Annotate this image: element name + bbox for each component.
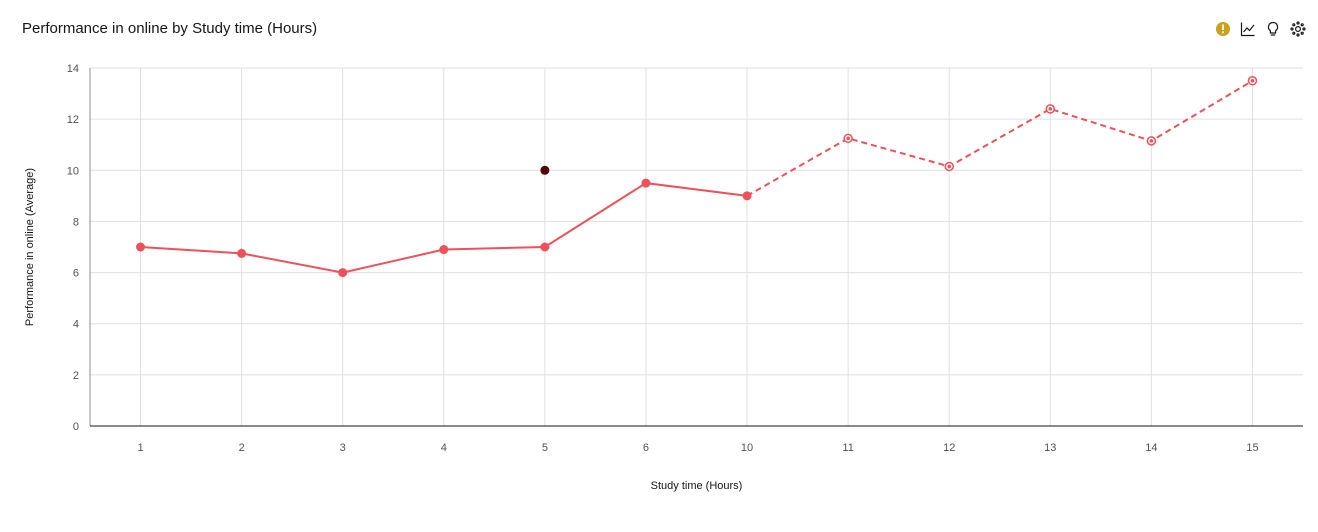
chart-line-icon[interactable] bbox=[1239, 20, 1256, 37]
x-tick-label: 13 bbox=[1044, 442, 1056, 454]
x-tick-label: 1 bbox=[137, 442, 143, 454]
highlight-point bbox=[540, 165, 550, 175]
y-tick-label: 2 bbox=[73, 370, 79, 382]
data-point-projected-core bbox=[846, 136, 850, 141]
x-tick-label: 2 bbox=[239, 442, 245, 454]
x-tick-label: 3 bbox=[340, 442, 346, 454]
x-tick-label: 14 bbox=[1145, 442, 1157, 454]
settings-icon[interactable] bbox=[1289, 20, 1306, 37]
chart-title: Performance in online by Study time (Hou… bbox=[22, 20, 318, 37]
x-tick-label: 15 bbox=[1246, 442, 1258, 454]
y-tick-label: 4 bbox=[73, 319, 79, 331]
data-point-projected-core bbox=[947, 164, 952, 169]
data-point-projected-core bbox=[1149, 139, 1154, 143]
data-point bbox=[439, 245, 449, 255]
x-tick-label: 11 bbox=[842, 442, 853, 454]
y-tick-label: 12 bbox=[67, 114, 79, 126]
data-point bbox=[136, 242, 146, 252]
y-axis-title: Performance in online (Average) bbox=[24, 168, 36, 326]
warning-icon[interactable] bbox=[1214, 20, 1231, 37]
x-axis-title: Study time (Hours) bbox=[651, 480, 743, 492]
data-point-projected-core bbox=[1250, 78, 1255, 83]
y-tick-label: 14 bbox=[67, 63, 79, 75]
x-tick-label: 6 bbox=[643, 442, 649, 454]
chart-toolbar bbox=[1214, 20, 1306, 37]
y-tick-label: 6 bbox=[73, 268, 79, 280]
y-tick-label: 8 bbox=[73, 216, 79, 228]
data-point bbox=[540, 242, 550, 252]
data-point bbox=[641, 178, 651, 188]
data-point-projected-core bbox=[1048, 107, 1053, 111]
x-tick-label: 5 bbox=[542, 442, 548, 454]
y-tick-label: 10 bbox=[67, 165, 79, 177]
x-tick-label: 12 bbox=[943, 442, 955, 454]
data-point bbox=[237, 248, 247, 258]
data-point bbox=[338, 268, 348, 278]
x-tick-label: 4 bbox=[441, 442, 447, 454]
y-tick-label: 0 bbox=[73, 421, 79, 433]
lightbulb-icon[interactable] bbox=[1264, 20, 1281, 37]
series-line-dashed bbox=[746, 79, 1253, 197]
data-point bbox=[742, 191, 752, 201]
x-tick-label: 10 bbox=[741, 442, 753, 454]
